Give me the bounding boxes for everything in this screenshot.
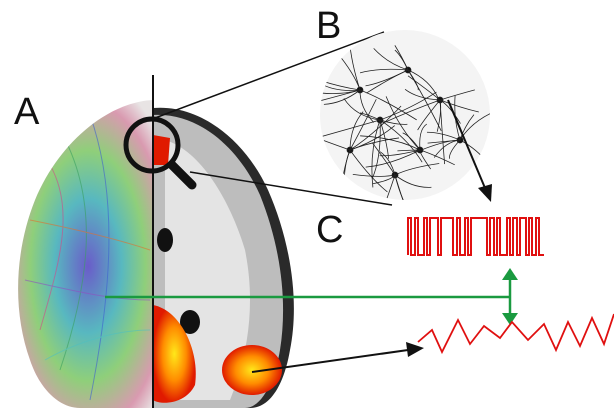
panel-label: A bbox=[14, 91, 40, 133]
panel-label: B bbox=[316, 5, 341, 47]
bold-signal bbox=[418, 314, 614, 352]
arrow-head bbox=[478, 184, 492, 202]
figure: A B C bbox=[0, 0, 614, 408]
tractography bbox=[0, 90, 160, 408]
panel-label: C bbox=[316, 209, 343, 251]
arrow-head bbox=[406, 342, 424, 357]
activation bbox=[153, 135, 170, 165]
green-arrow-head bbox=[502, 268, 518, 280]
page: {"labels": {"a": "A", "b": "B", "c": "C"… bbox=[0, 0, 614, 408]
tract-fill bbox=[0, 90, 160, 408]
neuron-image bbox=[320, 30, 490, 200]
ventricle bbox=[157, 228, 173, 252]
spike-train bbox=[408, 218, 544, 255]
